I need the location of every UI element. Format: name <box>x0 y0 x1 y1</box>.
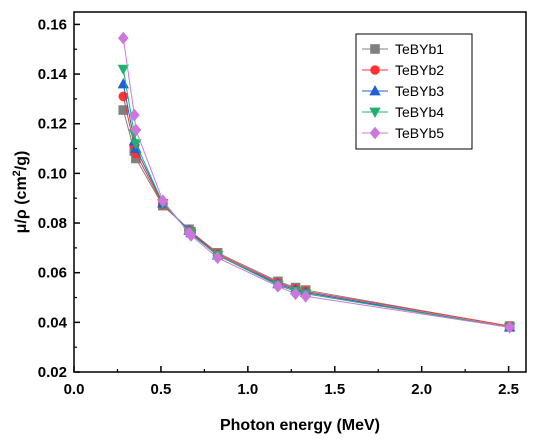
legend-item: TeBYb4 <box>362 104 444 120</box>
legend-label: TeBYb4 <box>395 104 444 120</box>
plot-frame <box>73 11 527 373</box>
x-tick-label: 1.5 <box>324 381 345 398</box>
y-tick-label: 0.12 <box>38 116 67 133</box>
legend-marker <box>370 65 380 75</box>
legend-marker <box>369 126 381 140</box>
x-axis-label: Photon energy (MeV) <box>220 417 380 434</box>
data-point <box>117 31 129 45</box>
legend-item: TeBYb5 <box>362 125 444 141</box>
x-tick-label: 2.5 <box>498 381 519 398</box>
data-point <box>130 123 142 137</box>
legend-label: TeBYb5 <box>395 125 444 141</box>
data-point <box>300 289 311 303</box>
y-tick-label: 0.10 <box>38 165 67 182</box>
data-point <box>504 320 515 334</box>
data-point <box>130 139 142 150</box>
x-tick-label: 2.0 <box>411 381 432 398</box>
legend-item: TeBYb3 <box>362 83 444 99</box>
y-tick-label: 0.14 <box>38 66 68 83</box>
y-tick-label: 0.06 <box>38 265 67 282</box>
y-axis-label: μ/ρ (cm2/g) <box>11 151 30 234</box>
y-axis: 0.02 0.04 0.06 0.08 0.10 0.12 0.14 0.16 <box>38 16 80 381</box>
series-layer <box>117 31 516 334</box>
data-point <box>212 251 223 265</box>
legend: TeBYb1 TeBYb2 TeBYb3 TeBYb4 TeBYb5 <box>355 33 473 150</box>
data-point <box>117 77 129 89</box>
y-tick-label: 0.08 <box>38 215 67 232</box>
legend-item: TeBYb2 <box>362 62 444 78</box>
y-tick-label: 0.02 <box>38 364 67 381</box>
legend-label: TeBYb2 <box>395 62 444 78</box>
y-axis-label-main: μ/ρ (cm <box>13 176 30 233</box>
x-tick-label: 0.0 <box>64 381 85 398</box>
x-tick-label: 1.0 <box>237 381 258 398</box>
y-tick-label: 0.04 <box>38 314 68 331</box>
data-point <box>128 108 140 122</box>
data-point <box>290 287 301 301</box>
legend-label: TeBYb1 <box>395 41 444 57</box>
data-point <box>185 229 197 242</box>
y-tick-label: 0.16 <box>38 16 67 33</box>
data-point <box>272 280 284 293</box>
data-point <box>117 64 129 76</box>
x-tick-label: 0.5 <box>150 381 171 398</box>
legend-marker <box>369 107 381 119</box>
y-axis-label-superscript: 2 <box>11 170 23 176</box>
legend-marker <box>369 84 381 96</box>
legend-marker <box>370 44 380 54</box>
data-point <box>118 105 129 115</box>
data-point <box>157 194 169 208</box>
y-axis-label-end: /g) <box>13 151 30 171</box>
x-axis: 0.0 0.5 1.0 1.5 2.0 2.5 <box>64 366 519 398</box>
series-TeBYb5 <box>117 31 515 334</box>
legend-item: TeBYb1 <box>362 41 444 57</box>
legend-label: TeBYb3 <box>395 83 444 99</box>
